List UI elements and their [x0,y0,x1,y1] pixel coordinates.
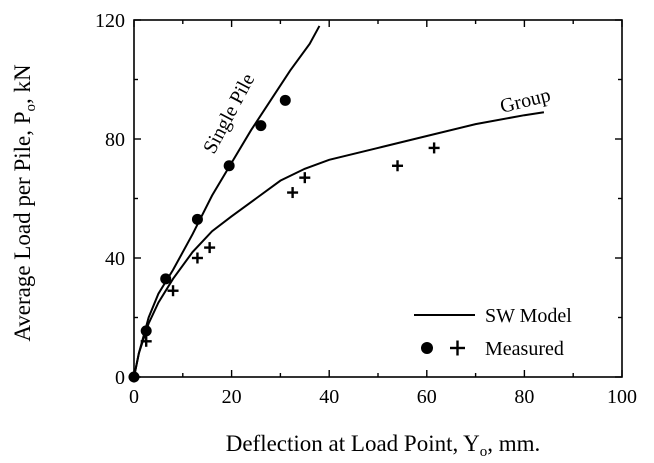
series-layer [128,25,545,383]
legend: SW Model Measured [414,305,572,360]
x-tick-label: 40 [319,386,339,408]
single-pile-measured-point [223,160,235,172]
x-tick-label: 80 [514,386,534,408]
x-axis-ticks: 0 20 40 60 80 100 [129,20,637,408]
y-tick-label: 80 [105,129,125,151]
y-tick-label: 0 [115,367,125,389]
y-tick-label: 120 [95,10,125,32]
single-pile-label: Single Pile [199,70,259,157]
x-tick-label: 100 [607,386,637,408]
single-pile-measured-point [255,120,267,132]
y-axis-title: Average Load per Pile, Po, kN [10,64,39,342]
x-tick-label: 60 [417,386,437,408]
group-label: Group [498,84,553,118]
legend-dot-marker [421,342,433,354]
x-tick-label: 20 [222,386,242,408]
y-axis-ticks: 0 40 80 120 [95,10,622,389]
legend-line-label: SW Model [485,305,572,327]
single-pile-measured-point [160,273,172,285]
x-tick-label: 0 [129,386,139,408]
single-pile-measured-point [140,325,152,337]
single-pile-measured-point [279,94,291,106]
single-pile-measured-point [191,213,203,225]
group-model-line [133,111,545,378]
x-axis-title: Deflection at Load Point, Yo, mm. [226,431,541,460]
single-pile-model-line [133,25,321,378]
y-tick-label: 40 [105,248,125,270]
legend-markers-label: Measured [485,338,564,360]
